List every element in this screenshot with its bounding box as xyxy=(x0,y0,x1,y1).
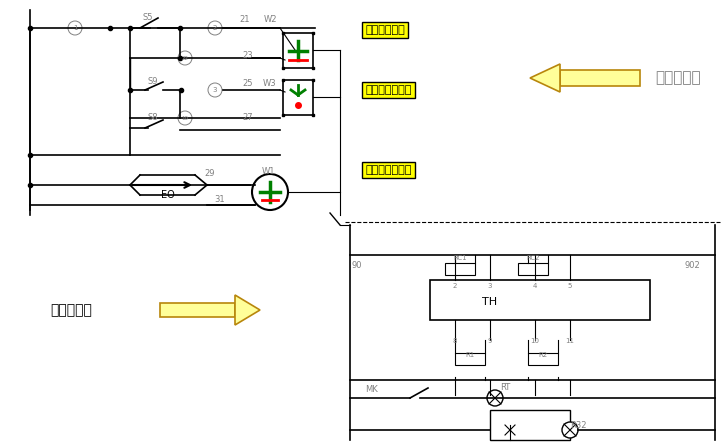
Text: W2: W2 xyxy=(263,15,277,24)
Text: 4: 4 xyxy=(533,283,537,289)
Text: 接地开关指示器: 接地开关指示器 xyxy=(365,165,412,175)
Bar xyxy=(560,70,640,86)
Bar xyxy=(455,353,485,365)
Text: 3: 3 xyxy=(213,87,217,93)
Text: 9: 9 xyxy=(487,338,492,344)
Text: 模拟指示器: 模拟指示器 xyxy=(655,71,701,85)
Bar xyxy=(528,353,558,365)
Text: 2: 2 xyxy=(213,25,217,31)
Text: RC1: RC1 xyxy=(454,255,466,261)
Text: 8: 8 xyxy=(453,338,457,344)
Circle shape xyxy=(252,174,288,210)
Text: TH: TH xyxy=(482,297,497,307)
Polygon shape xyxy=(530,64,560,92)
Bar xyxy=(430,280,650,320)
Text: S9: S9 xyxy=(148,77,158,87)
Text: 3: 3 xyxy=(487,283,492,289)
Bar xyxy=(160,303,235,317)
Text: MK: MK xyxy=(365,385,378,395)
Bar xyxy=(445,263,475,275)
Circle shape xyxy=(562,422,578,438)
Text: 照明、加热: 照明、加热 xyxy=(50,303,92,317)
Text: RC2: RC2 xyxy=(526,255,540,261)
Circle shape xyxy=(487,390,503,406)
Bar xyxy=(283,80,313,115)
Text: 22: 22 xyxy=(182,56,188,61)
Text: 2: 2 xyxy=(453,283,457,289)
Text: 21: 21 xyxy=(240,15,250,24)
Text: 23: 23 xyxy=(243,50,253,60)
Bar xyxy=(518,263,548,275)
Text: W1: W1 xyxy=(261,168,275,176)
Text: 5: 5 xyxy=(568,283,572,289)
Text: 10: 10 xyxy=(182,115,188,121)
Text: 10: 10 xyxy=(531,338,539,344)
Text: S8: S8 xyxy=(148,114,159,122)
Text: EO: EO xyxy=(161,190,175,200)
Text: 11: 11 xyxy=(565,338,575,344)
Text: R32: R32 xyxy=(570,420,586,430)
Text: 合、分指示器: 合、分指示器 xyxy=(365,25,404,35)
Text: 手车位置指示器: 手车位置指示器 xyxy=(365,85,412,95)
Text: R1: R1 xyxy=(465,352,474,358)
Text: 1: 1 xyxy=(73,25,77,31)
Text: 31: 31 xyxy=(215,195,225,205)
Polygon shape xyxy=(235,295,260,325)
Text: 90: 90 xyxy=(352,260,363,270)
Text: W3: W3 xyxy=(263,80,277,88)
Text: R2: R2 xyxy=(539,352,547,358)
Text: 29: 29 xyxy=(205,169,216,179)
Text: 27: 27 xyxy=(243,114,253,122)
Text: 902: 902 xyxy=(684,260,700,270)
Bar xyxy=(490,410,570,440)
Bar xyxy=(283,33,313,68)
Text: RT: RT xyxy=(500,384,510,392)
Text: 25: 25 xyxy=(243,80,253,88)
Text: S5: S5 xyxy=(143,14,154,23)
